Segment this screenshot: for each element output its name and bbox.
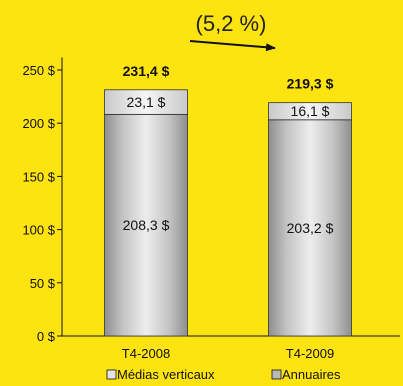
data-label-medias-verticaux: 16,1 $	[291, 103, 330, 119]
legend-swatch-annuaires	[271, 369, 282, 380]
y-tick-label: 200 $	[22, 116, 55, 131]
change-annotation: (5,2 %)	[196, 11, 267, 36]
y-tick-label: 0 $	[37, 329, 56, 344]
legend-label-annuaires: Annuaires	[282, 367, 341, 382]
x-tick-label: T4-2008	[122, 346, 170, 361]
legend-label-medias-verticaux: Médias verticaux	[117, 367, 215, 382]
total-label: 231,4 $	[123, 63, 170, 79]
total-label: 219,3 $	[287, 76, 334, 92]
chart-legend: Médias verticaux Annuaires	[106, 367, 341, 382]
x-tick-label: T4-2009	[286, 346, 334, 361]
bar-medias-verticaux	[104, 89, 188, 115]
x-axis-labels: T4-2008 T4-2009	[122, 346, 334, 361]
legend-swatch-medias-verticaux	[106, 369, 117, 380]
y-tick-label: 250 $	[22, 63, 55, 78]
data-label-annuaires: 203,2 $	[287, 220, 334, 236]
bar-group: 208,3 $ 23,1 $ 231,4 $ 203,2 $ 16,1 $ 219,3 $	[104, 63, 352, 337]
change-arrow-icon	[189, 40, 276, 52]
y-tick-label: 50 $	[30, 276, 56, 291]
data-label-medias-verticaux: 23,1 $	[127, 94, 166, 110]
y-tick-label: 100 $	[22, 223, 55, 238]
y-tick-label: 150 $	[22, 169, 55, 184]
data-label-annuaires: 208,3 $	[123, 217, 170, 233]
bar-medias-verticaux	[268, 102, 352, 121]
